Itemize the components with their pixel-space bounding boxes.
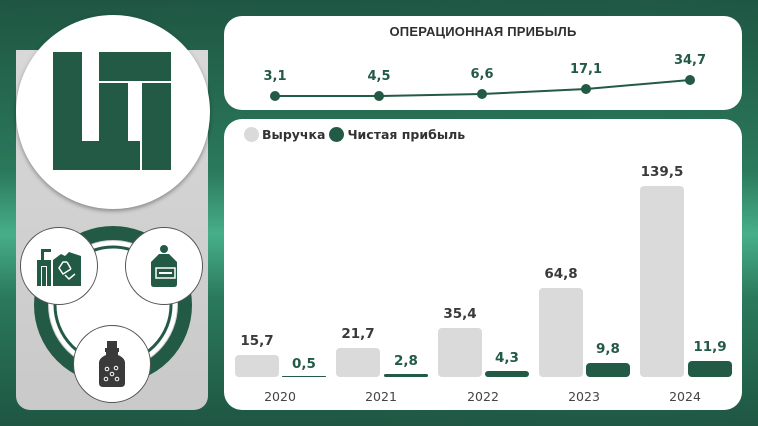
value-revenue-2021: 21,7 — [341, 326, 375, 342]
bar-revenue-2020 — [235, 355, 279, 377]
bar-net-2022 — [485, 371, 529, 377]
bottle-jar-icon — [99, 341, 125, 387]
value-revenue-2020: 15,7 — [240, 333, 274, 349]
net-profit-dot-icon — [329, 127, 345, 142]
bar-revenue-2023 — [539, 288, 583, 377]
value-net-2022: 4,3 — [495, 350, 519, 366]
bar-net-2021 — [384, 374, 428, 377]
value-net-2020: 0,5 — [292, 356, 316, 372]
op-label-2020: 3,1 — [263, 69, 287, 84]
factory-recycle-icon — [37, 249, 81, 286]
value-net-2021: 2,8 — [394, 353, 418, 369]
legend-revenue-label: Выручка — [262, 127, 326, 142]
value-revenue-2024: 139,5 — [640, 164, 684, 180]
operating-profit-line — [270, 75, 695, 101]
bar-revenue-2021 — [336, 348, 380, 377]
sack-circle — [125, 227, 203, 305]
legend-net-profit-label: Чистая прибыль — [347, 127, 466, 142]
year-2022: 2022 — [467, 389, 499, 404]
sack-bag-icon — [151, 245, 177, 287]
value-net-2023: 9,8 — [596, 341, 620, 357]
value-net-2024: 11,9 — [693, 339, 727, 355]
company-logo-icon — [53, 52, 171, 170]
logo-circle — [16, 15, 210, 209]
op-label-2021: 4,5 — [367, 69, 391, 84]
revenue-profit-card: Выручка Чистая прибыль 15,7 0,5 2020 21,… — [224, 119, 742, 410]
bar-revenue-2022 — [438, 328, 482, 377]
op-label-2023: 17,1 — [569, 62, 603, 77]
bar-net-2024 — [688, 361, 732, 377]
factory-recycle-circle — [20, 227, 98, 305]
year-2020: 2020 — [264, 389, 296, 404]
bar-revenue-2024 — [640, 186, 684, 377]
legend-revenue: Выручка — [244, 127, 325, 142]
operating-profit-title: ОПЕРАЦИОННАЯ ПРИБЫЛЬ — [389, 24, 577, 39]
bar-net-2020 — [282, 376, 326, 377]
year-2021: 2021 — [365, 389, 397, 404]
value-revenue-2023: 64,8 — [544, 266, 578, 282]
revenue-dot-icon — [244, 127, 259, 142]
value-revenue-2022: 35,4 — [443, 306, 477, 322]
year-2024: 2024 — [669, 389, 701, 404]
op-label-2022: 6,6 — [470, 67, 494, 82]
bottle-circle — [73, 325, 151, 403]
year-2023: 2023 — [568, 389, 600, 404]
chart-legend: Выручка Чистая прибыль — [244, 127, 465, 142]
bar-net-2023 — [586, 363, 630, 377]
legend-net-profit: Чистая прибыль — [329, 127, 465, 142]
op-label-2024: 34,7 — [673, 53, 707, 68]
operating-profit-card: ОПЕРАЦИОННАЯ ПРИБЫЛЬ 3,1 4,5 6,6 17,1 34… — [224, 16, 742, 110]
